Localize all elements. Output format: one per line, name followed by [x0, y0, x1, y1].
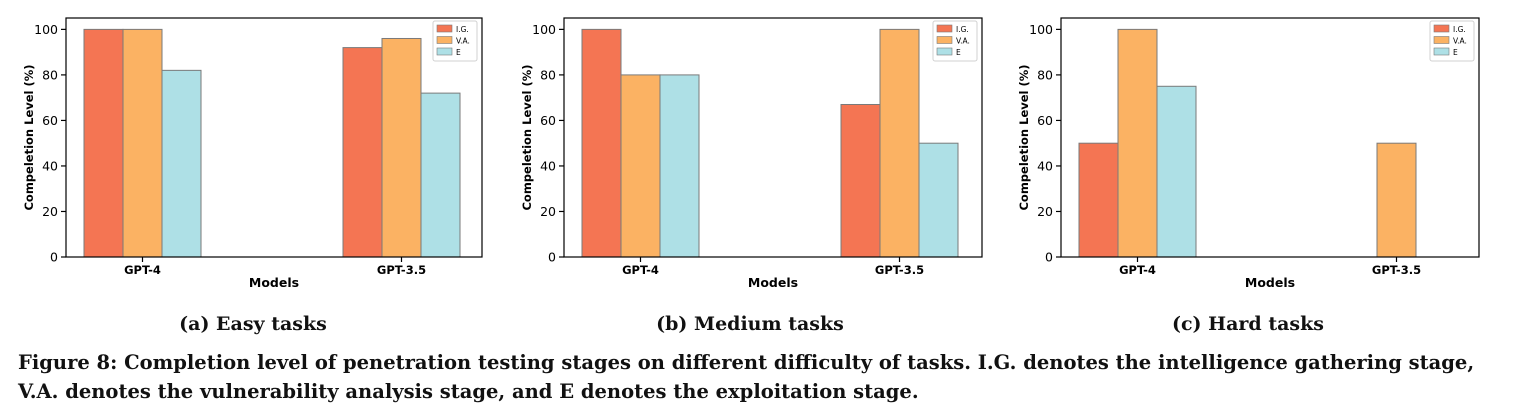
x-tick-label: GPT-4 [1119, 263, 1156, 277]
legend-swatch [436, 47, 453, 56]
legend-swatch [1433, 47, 1450, 56]
legend-label: V.A. [956, 37, 970, 46]
x-axis-label: Models [1245, 275, 1295, 290]
y-tick-label: 0 [50, 250, 58, 265]
legend-label: I.G. [956, 25, 969, 34]
legend-label: V.A. [1453, 37, 1467, 46]
legend: I.G. V.A. E [1429, 20, 1475, 62]
legend-swatch [936, 47, 953, 56]
bar-e-gpt-3.5 [918, 142, 959, 258]
bar-va-gpt-4 [1117, 28, 1158, 258]
y-tick-label: 40 [42, 158, 58, 173]
x-tick-label: GPT-3.5 [875, 263, 924, 277]
bar-ig-gpt-4 [83, 28, 124, 258]
y-tick-label: 100 [34, 22, 58, 37]
y-tick-label: 20 [1037, 204, 1053, 219]
bar-ig-gpt-3.5 [342, 47, 383, 258]
legend-swatch [1433, 24, 1450, 33]
legend-label: E [1453, 48, 1458, 57]
legend-swatch [1433, 36, 1450, 44]
legend-swatch [436, 24, 453, 33]
subcaption: (c) Hard tasks [1172, 313, 1324, 335]
y-tick-label: 60 [1037, 113, 1053, 128]
chart-panel-1: 0 20 40 60 80 100 GPT-4 GPT-3.5 Models Compeletio… [22, 17, 483, 335]
legend-swatch [936, 36, 953, 44]
legend: I.G. V.A. E [432, 20, 478, 62]
bar-va-gpt-3.5 [879, 28, 920, 258]
y-tick-label: 20 [42, 204, 58, 219]
bar-e-gpt-3.5 [420, 92, 461, 258]
y-tick-label: 100 [532, 22, 556, 37]
y-tick-label: 20 [540, 204, 556, 219]
chart-panel-3: 0 20 40 60 80 100 GPT-4 GPT-3.5 Models Compeletio… [1017, 17, 1480, 335]
y-tick-label: 100 [1029, 22, 1053, 37]
legend: I.G. V.A. E [932, 20, 978, 62]
x-tick-label: GPT-3.5 [377, 263, 426, 277]
legend-label: I.G. [1453, 25, 1466, 34]
bar-va-gpt-3.5 [381, 37, 422, 258]
y-tick-label: 80 [1037, 67, 1053, 82]
plot-frame [1060, 17, 1480, 258]
y-tick-label: 60 [540, 113, 556, 128]
bar-ig-gpt-3.5 [840, 103, 881, 258]
bar-va-gpt-3.5 [1376, 142, 1417, 258]
y-tick-label: 40 [540, 158, 556, 173]
y-tick-label: 80 [540, 67, 556, 82]
y-tick-label: 0 [548, 250, 556, 265]
x-axis-label: Models [748, 275, 798, 290]
legend-label: I.G. [456, 25, 469, 34]
bar-ig-gpt-4 [581, 28, 622, 258]
y-axis-label: Compeletion Level (%) [22, 64, 36, 210]
bar-va-gpt-4 [122, 28, 163, 258]
bar-e-gpt-4 [161, 69, 202, 258]
plot-frame [563, 17, 983, 258]
legend-label: E [456, 48, 461, 57]
plot-frame [65, 17, 483, 258]
figure-caption: Figure 8: Completion level of penetratio… [18, 351, 1475, 403]
subcaption: (b) Medium tasks [656, 313, 844, 335]
chart-panel-2: 0 20 40 60 80 100 GPT-4 GPT-3.5 Models Compeletio… [520, 17, 983, 335]
legend-label: E [956, 48, 961, 57]
y-axis-label: Compeletion Level (%) [1017, 64, 1031, 210]
legend-swatch [936, 24, 953, 33]
y-axis-label: Compeletion Level (%) [520, 64, 534, 210]
legend-swatch [436, 36, 453, 44]
x-axis-label: Models [249, 275, 299, 290]
x-tick-label: GPT-4 [124, 263, 161, 277]
y-tick-label: 80 [42, 67, 58, 82]
subcaption: (a) Easy tasks [179, 313, 327, 335]
y-tick-label: 40 [1037, 158, 1053, 173]
legend-label: V.A. [456, 37, 470, 46]
x-tick-label: GPT-4 [622, 263, 659, 277]
y-tick-label: 60 [42, 113, 58, 128]
bar-e-gpt-4 [659, 74, 700, 258]
bar-e-gpt-4 [1156, 85, 1197, 258]
bar-ig-gpt-4 [1078, 142, 1119, 258]
bar-va-gpt-4 [620, 74, 661, 258]
y-tick-label: 0 [1045, 250, 1053, 265]
x-tick-label: GPT-3.5 [1372, 263, 1421, 277]
